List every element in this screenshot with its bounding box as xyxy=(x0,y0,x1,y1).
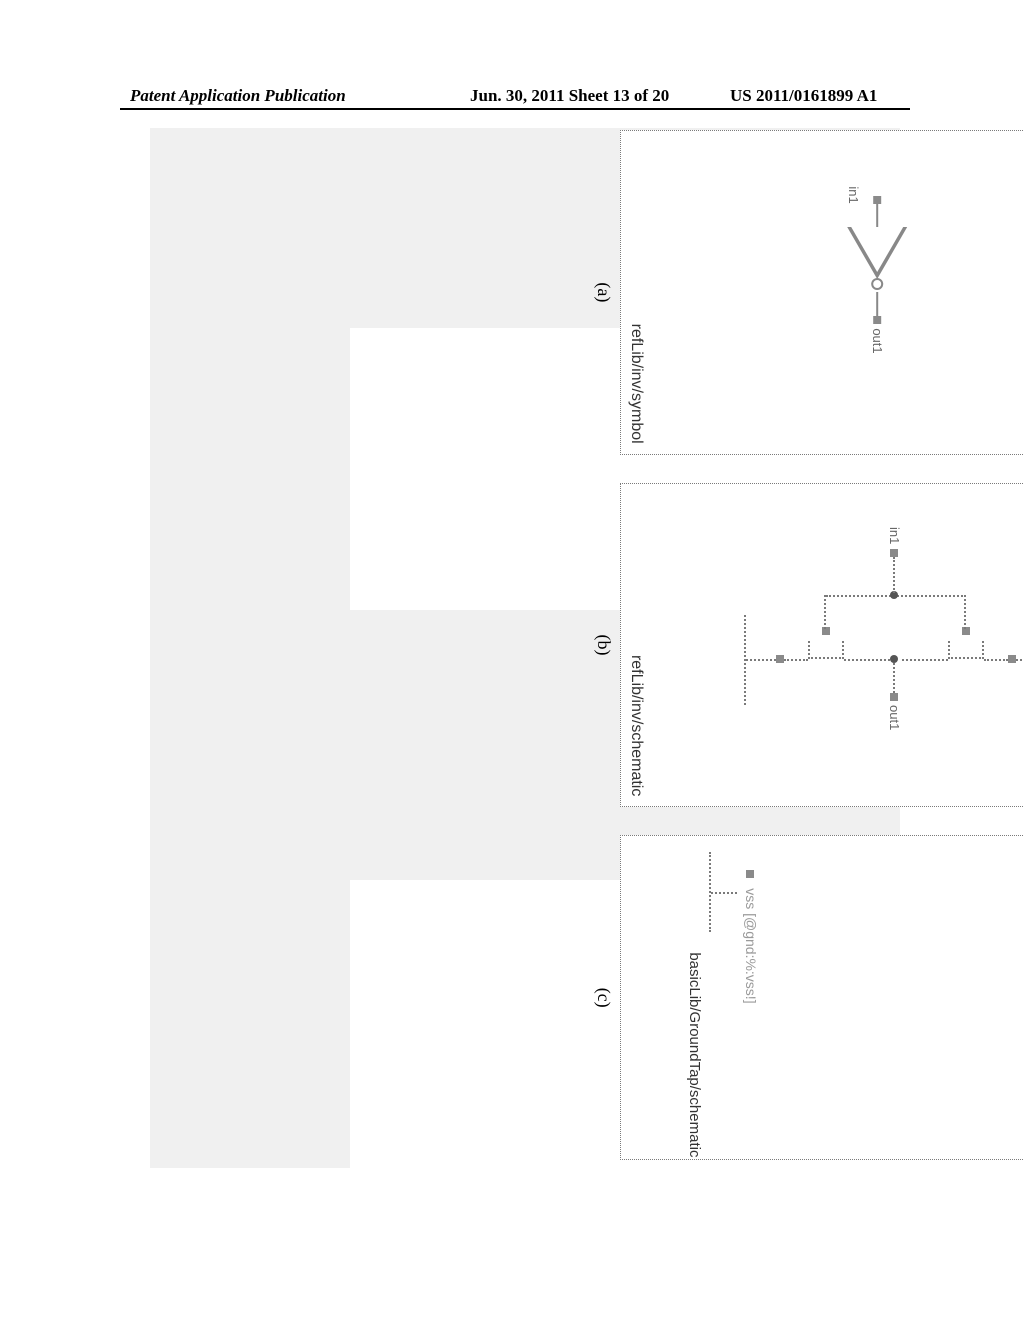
panel-c-sublabel: (c) xyxy=(593,836,614,1159)
out1-label: out1 xyxy=(887,705,902,730)
in1-label: in1 xyxy=(887,527,902,544)
panel-b: out1 in1 refLib/inv/schematic xyxy=(620,483,1024,808)
gate-tie-top xyxy=(964,595,966,629)
nmos-body-icon xyxy=(808,641,844,659)
vdd-stem xyxy=(1016,659,1024,661)
panel-b-sublabel: (b) xyxy=(593,484,614,807)
panel-c: basicLib/PowerTap/schematic vdd [@pwr:%:… xyxy=(620,835,1024,1160)
panel-b-caption: refLib/inv/schematic xyxy=(627,655,645,796)
out1-pin-icon xyxy=(873,316,881,324)
header-pubnumber: US 2011/0161899 A1 xyxy=(730,86,877,106)
inversion-bubble-icon xyxy=(871,278,883,290)
rail-pin-top-icon xyxy=(1008,655,1016,663)
mid-wire-top xyxy=(902,659,948,661)
inverter-symbol: in1 out1 xyxy=(817,192,937,392)
rail-pin-bot-icon xyxy=(776,655,784,663)
cmos-inverter-schematic: out1 in1 xyxy=(726,535,1024,755)
header-publication: Patent Application Publication xyxy=(130,86,346,106)
out-stub xyxy=(893,663,895,693)
header-rule xyxy=(120,108,910,110)
ground-tap-stem xyxy=(711,892,737,894)
in-wire xyxy=(876,204,878,228)
vss-net-label: vss [@gnd:%:vss!] xyxy=(743,870,759,1143)
mid-wire-bot xyxy=(844,659,890,661)
header-date-sheet: Jun. 30, 2011 Sheet 13 of 20 xyxy=(470,86,669,106)
vss-pin-icon xyxy=(746,870,754,878)
output-node-icon xyxy=(890,655,898,663)
vss-rail xyxy=(744,615,746,705)
in1-pin-icon xyxy=(890,549,898,557)
figure-panels: in1 out1 refLib/inv/symbol (a) xyxy=(580,130,1024,1160)
vss-stem xyxy=(746,659,776,661)
buffer-triangle-fill xyxy=(851,227,903,272)
out1-pin-icon xyxy=(890,693,898,701)
in1-pin-icon xyxy=(873,196,881,204)
ground-tap-caption: basicLib/GroundTap/schematic xyxy=(686,952,703,1143)
pmos-body-icon xyxy=(948,641,984,659)
panel-a: in1 out1 refLib/inv/symbol (a) xyxy=(620,130,1024,455)
ground-tap: vss [@gnd:%:vss!] basicLib/GroundTap/sch… xyxy=(686,852,759,1143)
panel-a-sublabel: (a) xyxy=(593,131,614,454)
out1-label: out1 xyxy=(870,328,885,353)
figure-6c: FIG. 6C in1 out1 refLib/inv/symbol xyxy=(10,280,1024,1010)
pmos-drain xyxy=(984,659,1008,661)
out-wire xyxy=(876,292,878,316)
gate-tie-bot xyxy=(824,595,826,629)
vss-text: vss [@gnd:%:vss!] xyxy=(743,888,759,1003)
in1-label: in1 xyxy=(846,186,861,203)
panel-a-caption: refLib/inv/symbol xyxy=(627,324,645,444)
nmos-source xyxy=(784,659,808,661)
ground-tap-bar xyxy=(709,852,711,932)
in-stub xyxy=(893,557,895,593)
